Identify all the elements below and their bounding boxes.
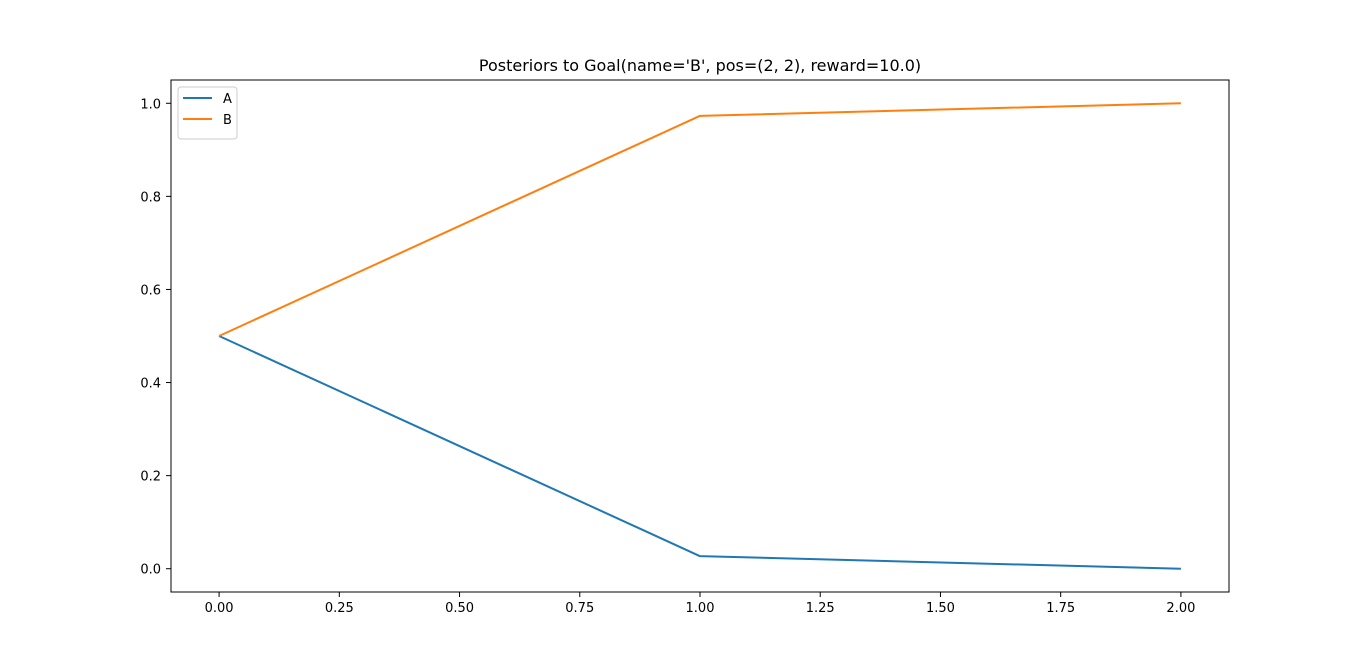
x-tick-label: 0.00 (205, 601, 234, 616)
x-tick-label: 0.75 (565, 601, 594, 616)
y-tick-label: 0.4 (140, 377, 161, 392)
y-tick-label: 0.2 (140, 470, 161, 485)
plot-area (170, 79, 1230, 593)
series-layer (218, 102, 1181, 570)
x-tick-label: 1.50 (926, 601, 955, 616)
chart-title: Posteriors to Goal(name='B', pos=(2, 2),… (479, 56, 921, 75)
x-tick-label: 1.00 (686, 601, 715, 616)
legend-label-a: A (223, 92, 232, 107)
x-tick-label: 2.00 (1166, 601, 1195, 616)
series-line-a (218, 335, 1181, 570)
x-tick-label: 1.25 (806, 601, 835, 616)
legend-label-b: B (223, 113, 232, 128)
y-axis: 0.0 0.2 0.4 0.6 0.8 1.0 (140, 97, 171, 578)
x-axis: 0.00 0.25 0.50 0.75 1.00 1.25 1.50 1.75 2.00 (205, 592, 1195, 616)
y-tick-label: 0.0 (140, 563, 161, 578)
plot-frame (170, 79, 1230, 593)
x-tick-label: 0.50 (445, 601, 474, 616)
series-line-b (218, 102, 1181, 337)
legend: AB (177, 86, 238, 140)
y-tick-label: 0.8 (140, 190, 161, 205)
legend-box (177, 86, 238, 140)
x-tick-label: 1.75 (1046, 601, 1075, 616)
y-tick-label: 0.6 (140, 283, 161, 298)
y-tick-label: 1.0 (140, 97, 161, 112)
x-tick-label: 0.25 (325, 601, 354, 616)
